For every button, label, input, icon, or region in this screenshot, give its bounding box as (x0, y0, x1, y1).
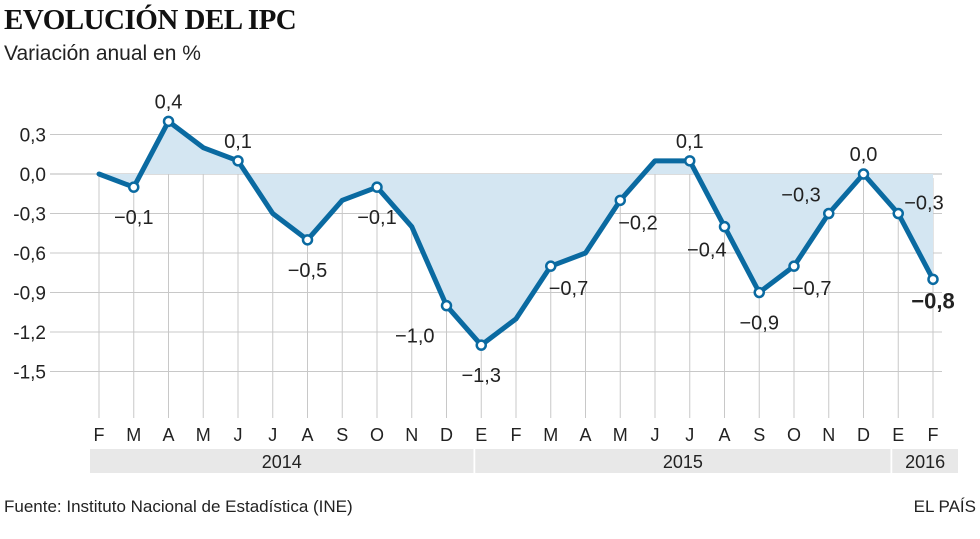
x-tick-label: D (440, 425, 453, 445)
data-point (684, 155, 696, 167)
year-label: 2015 (663, 452, 703, 472)
x-tick-label: J (268, 425, 277, 445)
year-label: 2014 (262, 452, 302, 472)
data-point (162, 115, 175, 128)
y-tick-label: -0,6 (13, 244, 46, 265)
x-tick-label: E (892, 425, 904, 445)
data-label: 0,1 (676, 131, 704, 153)
data-label: −0,4 (687, 240, 726, 262)
data-label: −1,0 (395, 326, 434, 348)
data-point (753, 286, 765, 299)
data-point (927, 273, 939, 286)
data-label: −0,1 (357, 207, 396, 229)
x-tick-label: J (234, 425, 243, 445)
data-label: −0,2 (618, 212, 657, 234)
year-band (90, 449, 474, 473)
y-tick-label: 0,3 (20, 125, 46, 146)
x-tick-label: F (511, 425, 522, 445)
data-point (788, 260, 800, 272)
data-point (440, 299, 453, 312)
data-point (371, 181, 383, 193)
chart-title: EVOLUCIÓN DEL IPC (4, 4, 297, 36)
y-tick-label: -0,9 (13, 284, 46, 305)
year-label: 2016 (905, 452, 945, 472)
y-tick-label: -0,3 (13, 205, 46, 226)
data-label: −0,1 (114, 207, 153, 229)
x-tick-label: E (475, 425, 487, 445)
data-label: −0,3 (781, 185, 820, 207)
data-label: −1,3 (462, 365, 501, 387)
x-tick-label: D (857, 425, 870, 445)
x-tick-label: M (613, 425, 628, 445)
data-point (718, 220, 731, 233)
x-tick-label: M (126, 425, 141, 445)
data-point (892, 207, 904, 220)
data-label: 0,0 (850, 144, 878, 166)
x-tick-label: N (405, 425, 418, 445)
data-label: 0,4 (155, 91, 183, 113)
data-point (232, 155, 244, 167)
x-tick-label: O (370, 425, 384, 445)
year-band (892, 449, 958, 473)
x-tick-label: S (336, 425, 348, 445)
y-tick-label: -1,5 (13, 363, 46, 384)
x-tick-label: N (822, 425, 835, 445)
chart-subtitle: Variación anual en % (4, 42, 201, 65)
x-tick-label: J (685, 425, 694, 445)
data-point (823, 207, 835, 220)
data-point (545, 260, 557, 272)
y-tick-label: 0,0 (20, 165, 46, 186)
data-label: 0,1 (224, 131, 252, 153)
y-tick-label: -1,2 (13, 323, 46, 344)
data-label: −0,7 (549, 278, 588, 300)
source-note: Fuente: Instituto Nacional de Estadístic… (4, 497, 353, 516)
x-tick-label: J (651, 425, 660, 445)
data-label: −0,7 (792, 278, 831, 300)
brand-logo: EL PAÍS (913, 497, 976, 516)
x-tick-label: A (579, 425, 591, 445)
x-tick-label: O (787, 425, 801, 445)
data-label: −0,9 (740, 313, 779, 335)
data-point (857, 168, 870, 180)
x-tick-label: S (753, 425, 765, 445)
data-point (614, 194, 626, 207)
x-tick-label: A (162, 425, 174, 445)
x-tick-label: M (196, 425, 211, 445)
data-label: −0,8 (911, 288, 954, 313)
area-fill (99, 121, 933, 346)
year-band (475, 449, 891, 473)
x-tick-label: A (718, 425, 730, 445)
data-point (301, 234, 314, 246)
data-label: −0,3 (904, 193, 943, 215)
data-point (128, 181, 140, 193)
data-label: −0,5 (288, 260, 327, 282)
x-tick-label: M (543, 425, 558, 445)
x-tick-label: F (94, 425, 105, 445)
x-tick-label: F (928, 425, 939, 445)
data-point (475, 339, 487, 351)
x-tick-label: A (301, 425, 313, 445)
ipc-line-chart: 0,3 0,0 -0,3 -0,6 -0,9 -1,2 -1,5 −0,1 0,4 0,1 −0,5… (13, 91, 958, 473)
